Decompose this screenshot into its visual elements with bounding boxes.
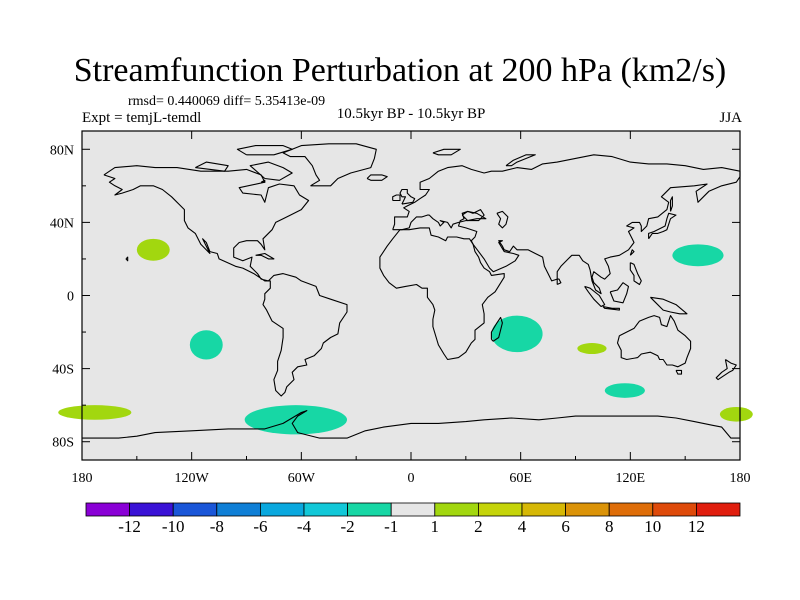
coastlines [82,143,741,439]
stats-label: rmsd= 0.440069 diff= 5.35413e-09 [128,94,326,109]
coast-eurasia [392,154,741,295]
colorbar-label: 8 [605,517,614,536]
coast-uk [399,188,416,205]
anomaly-region [672,244,724,267]
colorbar-label: -1 [384,517,398,536]
coast-java [602,305,620,311]
anomaly-region [58,405,132,420]
coast-borneo [609,282,630,304]
colorbar-swatch [608,502,654,517]
coast-caspian [496,210,509,229]
colorbar-swatch [390,502,436,517]
coast-sri-lanka [556,278,562,285]
coast-australia [616,315,692,368]
anomaly-region [577,343,607,354]
colorbar-label: -2 [341,517,355,536]
coast-svalbard [432,148,461,156]
coast-hudson-bay-isle [260,179,266,183]
colorbar-label: 6 [561,517,570,536]
colorbar-swatch [216,502,261,517]
coast-iceland [366,174,388,181]
anomaly-region [136,238,170,261]
colorbar-label: 4 [518,517,527,536]
colorbar-label: 12 [688,517,705,536]
coast-tasmania [675,369,683,375]
y-tick-label: 40S [52,363,74,378]
colorbar-label: -8 [210,517,224,536]
coast-hawaii [125,256,129,262]
colorbar-swatch [85,502,130,517]
coast-ireland [392,194,401,202]
x-tick-label: 180 [72,471,93,486]
colorbar-label: 10 [644,517,661,536]
x-tick-label: 60E [509,471,532,486]
coast-baffin [249,161,293,181]
coast-greenland [282,143,377,187]
colorbar-swatch [565,502,610,517]
colorbar-label: 2 [474,517,483,536]
coast-novaya-zemlya [505,154,536,167]
colorbar-label: 1 [431,517,440,536]
period-label: 10.5kyr BP - 10.5kyr BP [336,106,486,122]
coast-south-america [262,273,348,397]
x-tick-label: 120E [616,471,646,486]
colorbar-swatch [347,502,392,517]
coast-taiwan [629,249,635,256]
coast-new-zealand [715,359,737,381]
colorbar-label: -6 [253,517,267,536]
coast-ellesmere [236,145,293,156]
coast-africa [379,227,505,361]
colorbar-label: -10 [162,517,185,536]
anomaly-layer [58,238,753,435]
y-tick-label: 80N [50,143,74,158]
x-tick-label: 0 [408,471,415,486]
colorbar-swatch [259,502,305,517]
coast-new-guinea [650,296,688,315]
colorbar-label: -12 [118,517,141,536]
coast-madagascar [490,316,503,342]
coast-antarctica [82,410,740,439]
coast-cuba [255,252,275,260]
anomaly-region [604,383,645,398]
y-tick-label: 80S [52,436,74,451]
x-tick-label: 120W [175,471,210,486]
map-background [82,131,740,460]
anomaly-region [491,315,543,353]
chart-title: Streamfunction Perturbation at 200 hPa (… [73,52,727,89]
colorbar-swatch [477,502,523,517]
colorbar-label: -4 [297,517,312,536]
colorbar-swatch [303,502,348,517]
y-tick-label: 0 [67,290,74,305]
colorbar-swatch [652,502,697,517]
experiment-label: Expt = temjL-temdl [82,110,202,126]
axis-ticks: 180 120W 60W 0 60E 120E 180 80N 40N 0 40S 80S [50,131,751,486]
colorbar-swatch [521,502,566,517]
coast-victoria-island [195,161,229,172]
colorbar: -12 -10 -8 -6 -4 -2 -1 1 2 4 6 8 10 12 [85,502,741,536]
colorbar-swatch [696,502,741,517]
x-tick-label: 60W [288,471,316,486]
coast-philippines [629,262,642,286]
coast-sumatra [584,285,606,308]
coast-north-america [103,165,310,282]
anomaly-region [189,330,223,360]
anomaly-region [719,406,753,422]
coast-japan [648,212,677,240]
x-tick-label: 180 [730,471,751,486]
y-tick-label: 40N [50,216,74,231]
coast-sakhalin [669,196,673,212]
coast-black-sea [461,210,487,222]
season-label: JJA [719,110,742,126]
colorbar-swatch [129,502,174,517]
colorbar-swatch [172,502,218,517]
colorbar-swatch [434,502,479,517]
